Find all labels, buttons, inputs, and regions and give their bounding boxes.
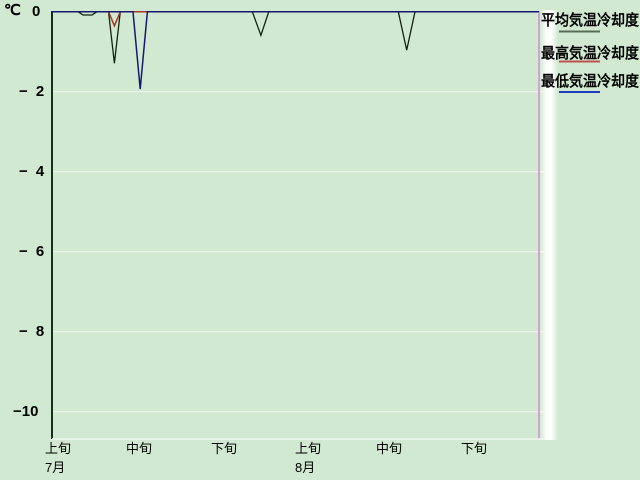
svg-text:下旬: 下旬 [211, 441, 237, 456]
svg-text:中旬: 中旬 [376, 441, 402, 456]
svg-text:0: 0 [32, 3, 40, 20]
svg-text:最高気温冷却度: 最高気温冷却度 [541, 44, 640, 62]
svg-text:−10: −10 [13, 403, 38, 420]
svg-text:上旬: 上旬 [295, 441, 321, 456]
svg-text:下旬: 下旬 [461, 441, 487, 456]
svg-text:− 6: − 6 [19, 243, 46, 260]
svg-text:− 8: − 8 [19, 323, 46, 340]
svg-text:平均気温冷却度: 平均気温冷却度 [541, 11, 640, 29]
svg-text:− 4: − 4 [19, 163, 46, 180]
svg-text:8月: 8月 [295, 460, 315, 475]
svg-text:最低気温冷却度: 最低気温冷却度 [541, 72, 640, 90]
svg-text:上旬: 上旬 [45, 441, 71, 456]
svg-text:℃: ℃ [4, 2, 21, 19]
svg-text:中旬: 中旬 [126, 441, 152, 456]
svg-text:7月: 7月 [45, 460, 65, 475]
svg-text:− 2: − 2 [19, 83, 46, 100]
